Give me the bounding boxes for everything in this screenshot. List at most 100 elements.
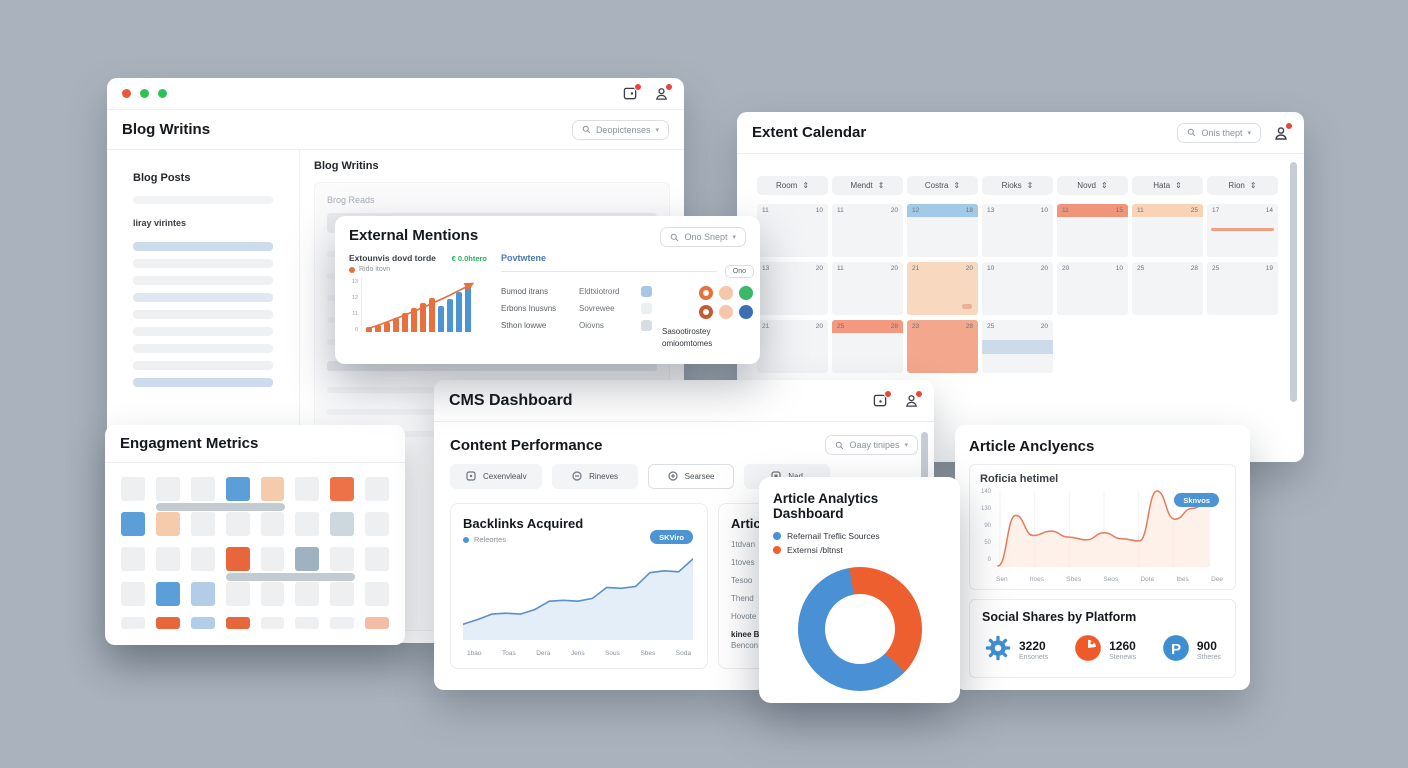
- calendar-day-cell[interactable]: 11 20: [832, 262, 903, 315]
- calendar-day-cell[interactable]: 21 20: [907, 262, 978, 315]
- heatmap-cell[interactable]: [155, 617, 180, 629]
- zoom-dot-icon[interactable]: [158, 89, 167, 98]
- calendar-day-cell[interactable]: 25 20: [982, 320, 1053, 373]
- list-item[interactable]: [133, 293, 273, 302]
- calendar-day-cell[interactable]: 13 10: [982, 204, 1053, 257]
- search-input[interactable]: Onis thept ▾: [1177, 122, 1261, 143]
- calendar-day-cell[interactable]: 25 28: [1132, 262, 1203, 315]
- calendar-day-cell[interactable]: 11 25: [1132, 204, 1203, 257]
- cexenvlealv-button[interactable]: Cexenvlealv: [450, 464, 542, 489]
- sort-icon[interactable]: ⇕: [877, 181, 885, 190]
- heatmap-cell[interactable]: [295, 477, 320, 501]
- list-item[interactable]: [133, 327, 273, 336]
- heatmap-cell[interactable]: [260, 512, 285, 536]
- heatmap-cell[interactable]: [190, 512, 215, 536]
- search-input[interactable]: Oaay tinipes ▾: [825, 435, 918, 455]
- close-dot-icon[interactable]: [122, 89, 131, 98]
- user-icon[interactable]: [1273, 121, 1293, 141]
- heatmap-cell[interactable]: [330, 547, 355, 571]
- list-item[interactable]: [133, 259, 273, 268]
- sort-icon[interactable]: ⇕: [953, 181, 961, 190]
- heatmap-cell[interactable]: [121, 547, 145, 571]
- heatmap-cell[interactable]: [121, 512, 145, 536]
- heatmap-cell[interactable]: [330, 617, 355, 629]
- column-header-room[interactable]: Room ⇕: [757, 176, 828, 195]
- heatmap-cell[interactable]: [155, 477, 180, 501]
- heatmap-cell[interactable]: [190, 617, 215, 629]
- heatmap-cell[interactable]: [121, 582, 145, 606]
- table-row[interactable]: Bumod itrans Eldtxiotrord: [501, 286, 652, 297]
- sort-icon[interactable]: ⇕: [1100, 181, 1108, 190]
- list-item[interactable]: Hovote: [731, 612, 757, 621]
- heatmap-cell[interactable]: [365, 512, 389, 536]
- column-header-rioks[interactable]: Rioks ⇕: [982, 176, 1053, 195]
- table-row[interactable]: Sthon lowwe Oiovns: [501, 320, 652, 331]
- heatmap-cell[interactable]: [365, 547, 389, 571]
- list-item[interactable]: [133, 242, 273, 251]
- heatmap-cell[interactable]: [155, 582, 180, 606]
- user-icon[interactable]: [654, 83, 673, 101]
- column-header-costra[interactable]: Costra ⇕: [907, 176, 978, 195]
- sort-icon[interactable]: ⇕: [802, 181, 810, 190]
- heatmap-cell[interactable]: [155, 547, 180, 571]
- table-row[interactable]: Erbons Inusvns Sovrewee: [501, 303, 652, 314]
- user-icon[interactable]: [904, 390, 923, 408]
- list-item[interactable]: [133, 378, 273, 387]
- scrollbar[interactable]: [1290, 162, 1297, 402]
- scrollbar[interactable]: [921, 432, 928, 502]
- search-input[interactable]: Deopictenses ▾: [571, 119, 669, 140]
- calendar-day-cell[interactable]: 25 19: [1207, 262, 1278, 315]
- list-item[interactable]: Bencon: [731, 641, 759, 650]
- list-item[interactable]: 1tdvan: [731, 540, 756, 549]
- heatmap-cell[interactable]: [260, 582, 285, 606]
- heatmap-cell[interactable]: [260, 617, 285, 629]
- list-item[interactable]: Thend: [731, 594, 754, 603]
- sort-icon[interactable]: ⇕: [1249, 181, 1257, 190]
- calendar-day-cell[interactable]: 20 10: [1057, 262, 1128, 315]
- heatmap-cell[interactable]: [225, 477, 250, 501]
- calendar-day-cell[interactable]: 23 28: [907, 320, 978, 373]
- heatmap-cell[interactable]: [260, 477, 285, 501]
- calendar-day-cell[interactable]: 10 20: [982, 262, 1053, 315]
- heatmap-cell[interactable]: [190, 582, 215, 606]
- heatmap-cell[interactable]: [225, 512, 250, 536]
- column-header-mendt[interactable]: Mendt ⇕: [832, 176, 903, 195]
- searsee-button[interactable]: Searsee: [647, 464, 734, 489]
- column-header-novd[interactable]: Novd ⇕: [1057, 176, 1128, 195]
- calendar-day-cell[interactable]: 12 18: [907, 204, 978, 257]
- minimize-dot-icon[interactable]: [140, 89, 149, 98]
- heatmap-cell[interactable]: [190, 477, 215, 501]
- heatmap-cell[interactable]: [365, 617, 389, 629]
- ono-button[interactable]: Ono: [724, 265, 754, 278]
- heatmap-cell[interactable]: [330, 582, 355, 606]
- list-item[interactable]: 1toves: [731, 558, 755, 567]
- heatmap-cell[interactable]: [295, 582, 320, 606]
- rineves-button[interactable]: Rineves: [551, 464, 638, 489]
- heatmap-cell[interactable]: [225, 547, 250, 571]
- traffic-lights[interactable]: [122, 89, 167, 98]
- chat-icon[interactable]: [873, 390, 892, 408]
- calendar-day-cell[interactable]: 11 10: [757, 204, 828, 257]
- heatmap-cell[interactable]: [260, 547, 285, 571]
- calendar-day-cell[interactable]: 11 15: [1057, 204, 1128, 257]
- heatmap-cell[interactable]: [225, 617, 250, 629]
- calendar-day-cell[interactable]: 21 20: [757, 320, 828, 373]
- calendar-day-cell[interactable]: 17 14: [1207, 204, 1278, 257]
- heatmap-cell[interactable]: [365, 477, 389, 501]
- list-item[interactable]: [133, 361, 273, 370]
- column-header-hata[interactable]: Hata ⇕: [1132, 176, 1203, 195]
- sort-icon[interactable]: ⇕: [1026, 181, 1034, 190]
- search-input[interactable]: Ono Snept ▾: [660, 227, 746, 247]
- heatmap-cell[interactable]: [121, 617, 145, 629]
- heatmap-cell[interactable]: [330, 477, 355, 501]
- heatmap-cell[interactable]: [121, 477, 145, 501]
- list-item[interactable]: Tesoo: [731, 576, 753, 585]
- sort-icon[interactable]: ⇕: [1175, 181, 1182, 190]
- list-item[interactable]: kinee B: [731, 630, 760, 639]
- heatmap-cell[interactable]: [330, 512, 355, 536]
- calendar-day-cell[interactable]: 11 20: [832, 204, 903, 257]
- heatmap-cell[interactable]: [155, 512, 180, 536]
- calendar-day-cell[interactable]: 25 28: [832, 320, 903, 373]
- heatmap-cell[interactable]: [225, 582, 250, 606]
- chat-icon[interactable]: [623, 83, 642, 101]
